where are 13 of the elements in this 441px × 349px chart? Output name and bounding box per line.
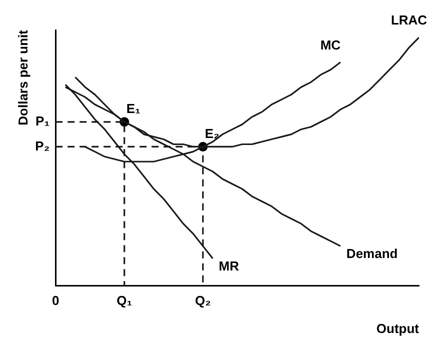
series-label: LRAC — [390, 12, 428, 28]
y-axis-title: Dollars per unit — [15, 29, 30, 126]
annotation: P₁ — [36, 113, 50, 128]
x-tick-label: Q₂ — [194, 293, 212, 308]
series-label: MR — [218, 258, 240, 274]
annotation: E₂ — [204, 126, 220, 141]
x-axis-title: Output — [376, 320, 420, 336]
x-tick-label: 0 — [52, 293, 60, 308]
annotation: P₂ — [35, 138, 50, 154]
x-tick-label: Q₁ — [116, 293, 132, 308]
series-label: Demand — [346, 246, 398, 262]
annotation: E₁ — [126, 100, 140, 116]
series-label: MC — [320, 37, 342, 52]
